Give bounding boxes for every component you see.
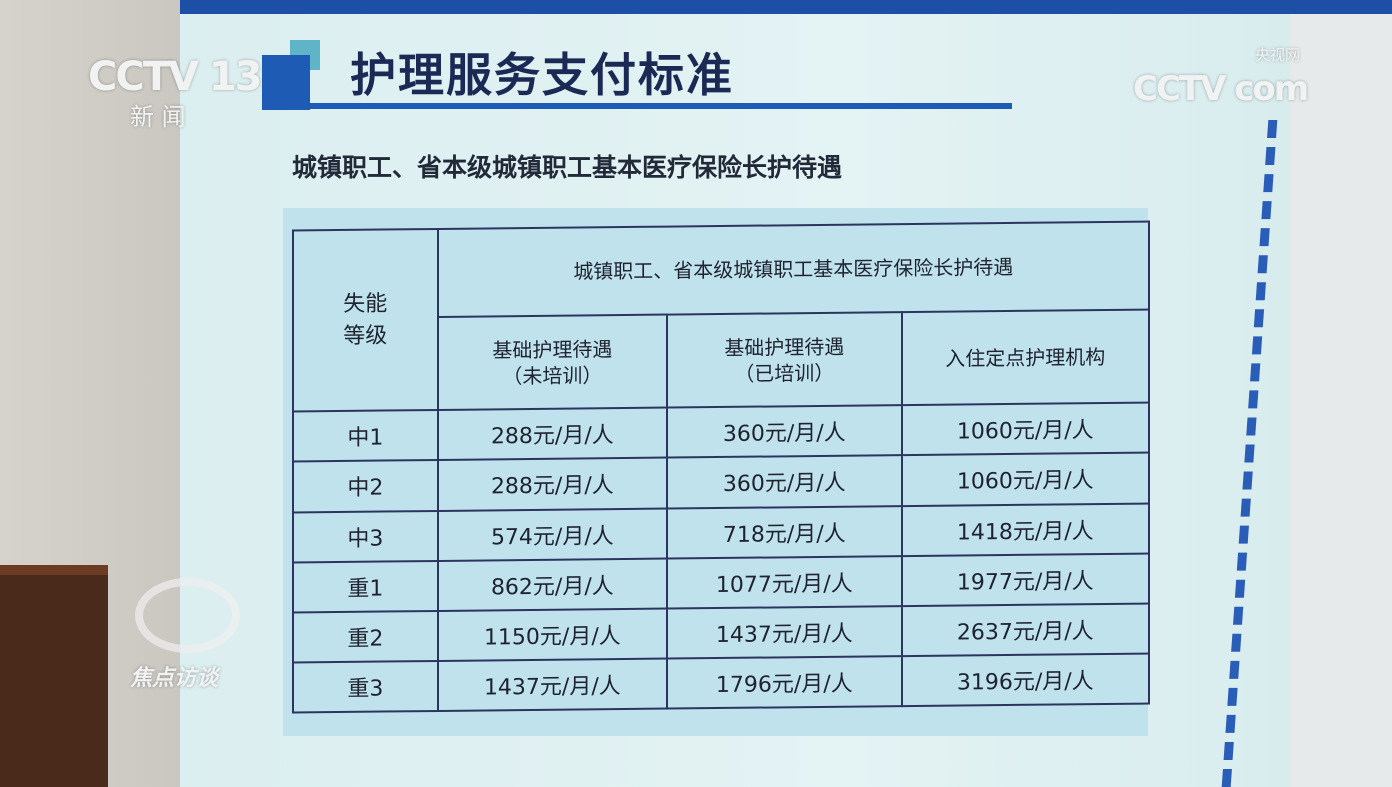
amount-cell: 1418元/月/人 xyxy=(901,503,1149,556)
amount-cell: 2637元/月/人 xyxy=(901,603,1149,656)
amount-cell: 1060元/月/人 xyxy=(901,452,1149,506)
table-row: 重2 1150元/月/人 1437元/月/人 2637元/月/人 xyxy=(293,603,1149,663)
column-header: 入住定点护理机构 xyxy=(901,309,1149,406)
table-background xyxy=(283,208,1148,736)
program-logo-icon xyxy=(135,578,240,653)
table-row: 中3 574元/月/人 718元/月/人 1418元/月/人 xyxy=(293,503,1149,563)
amount-cell: 1077元/月/人 xyxy=(667,555,902,609)
corner-header: 失能 等级 xyxy=(293,228,438,412)
poster-subtitle: 城镇职工、省本级城镇职工基本医疗保险长护待遇 xyxy=(292,153,843,182)
payment-table: 失能 等级 城镇职工、省本级城镇职工基本医疗保险长护待遇 基础护理待遇 （未培训… xyxy=(292,221,1150,714)
door-frame xyxy=(0,565,108,787)
amount-cell: 360元/月/人 xyxy=(667,405,902,458)
title-decoration xyxy=(262,55,310,110)
amount-cell: 862元/月/人 xyxy=(437,558,668,611)
level-cell: 中1 xyxy=(293,410,438,462)
title-underline xyxy=(262,103,1012,109)
level-cell: 重3 xyxy=(293,660,438,713)
amount-cell: 574元/月/人 xyxy=(437,508,668,561)
level-cell: 重1 xyxy=(293,560,438,613)
site-cn-name: 央视网 xyxy=(1255,46,1301,64)
amount-cell: 288元/月/人 xyxy=(437,457,668,511)
column-header: 基础护理待遇 （未培训） xyxy=(437,315,668,411)
adjacent-poster xyxy=(1290,0,1392,787)
cctv13-logo: CCTV 13 xyxy=(88,54,263,100)
amount-cell: 3196元/月/人 xyxy=(901,653,1149,707)
amount-cell: 288元/月/人 xyxy=(437,407,668,461)
table-row: 重1 862元/月/人 1077元/月/人 1977元/月/人 xyxy=(293,553,1149,613)
poster-top-bar xyxy=(180,0,1392,14)
channel-name: 新 闻 xyxy=(130,103,186,131)
level-cell: 中3 xyxy=(293,510,438,563)
program-name: 焦点访谈 xyxy=(130,666,219,691)
poster-title: 护理服务支付标准 xyxy=(350,48,734,102)
table-row: 中2 288元/月/人 360元/月/人 1060元/月/人 xyxy=(293,452,1149,512)
amount-cell: 1437元/月/人 xyxy=(667,605,902,659)
amount-cell: 1060元/月/人 xyxy=(901,402,1149,456)
amount-cell: 1977元/月/人 xyxy=(901,553,1149,606)
table-row: 中1 288元/月/人 360元/月/人 1060元/月/人 xyxy=(293,402,1149,462)
table-row: 重3 1437元/月/人 1796元/月/人 3196元/月/人 xyxy=(293,653,1149,713)
cctv-com-logo: CCTV com xyxy=(1133,69,1309,109)
level-cell: 重2 xyxy=(293,610,438,663)
amount-cell: 1796元/月/人 xyxy=(667,655,902,709)
level-cell: 中2 xyxy=(293,460,438,512)
amount-cell: 360元/月/人 xyxy=(667,455,902,509)
amount-cell: 1437元/月/人 xyxy=(437,658,668,711)
amount-cell: 1150元/月/人 xyxy=(437,608,668,661)
amount-cell: 718元/月/人 xyxy=(667,505,902,559)
column-header: 基础护理待遇 （已培训） xyxy=(667,312,902,408)
group-header: 城镇职工、省本级城镇职工基本医疗保险长护待遇 xyxy=(437,221,1149,318)
